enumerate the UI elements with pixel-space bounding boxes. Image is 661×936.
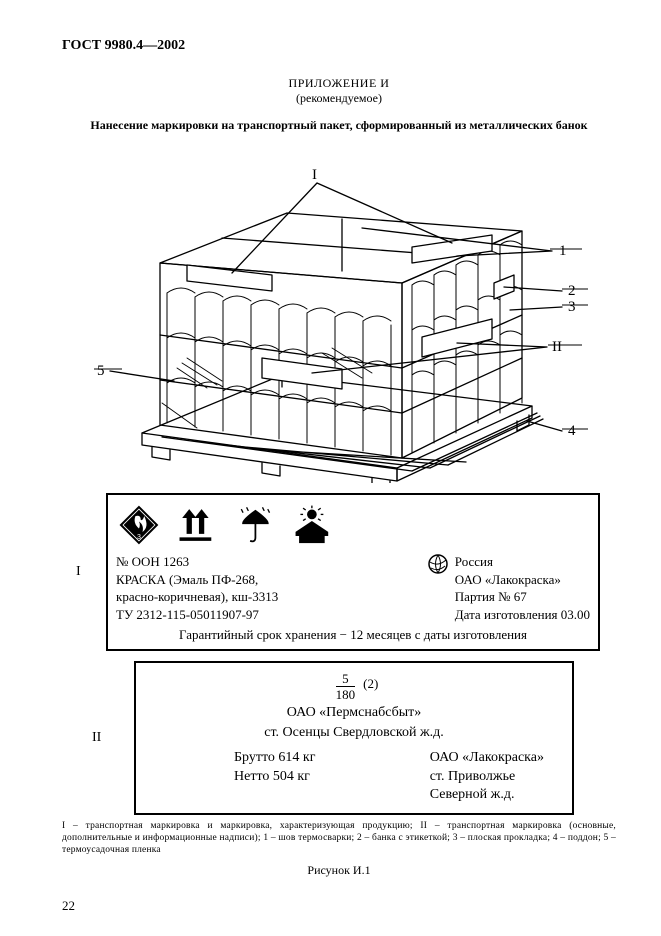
label1-warranty: Гарантийный срок хранения − 12 месяцев с… xyxy=(116,627,590,643)
callout-5: 5 xyxy=(97,363,105,379)
callout-2: 2 xyxy=(568,283,576,299)
frac-num: 5 xyxy=(336,672,355,687)
frac-paren: (2) xyxy=(363,676,378,691)
label2-sender: ОАО «Лакокраска» ст. Приволжье Северной … xyxy=(430,749,544,806)
label1-left: № ООН 1263 КРАСКА (Эмаль ПФ-268, красно-… xyxy=(116,553,278,623)
label2-netto: Нетто 504 кг xyxy=(234,768,315,787)
label2-weights: Брутто 614 кг Нетто 504 кг xyxy=(234,749,315,806)
label1-prod2: красно-коричневая), кш-3313 xyxy=(116,588,278,606)
appendix-title: ПРИЛОЖЕНИЕ И xyxy=(62,76,616,91)
label2-sender-st1: ст. Приволжье xyxy=(430,768,544,787)
gost-code: ГОСТ 9980.4—2002 xyxy=(62,38,616,54)
callout-3: 3 xyxy=(568,299,576,315)
callout-4: 4 xyxy=(568,423,576,439)
figure-label: Рисунок И.1 xyxy=(62,863,616,878)
page-number: 22 xyxy=(62,898,75,914)
label-box-1: I 3 xyxy=(106,493,600,651)
svg-text:3: 3 xyxy=(137,534,141,541)
caption-legend: I – транспортная маркировка и маркировка… xyxy=(62,821,616,857)
label2-consignee: ОАО «Пермснабсбыт» xyxy=(144,703,564,723)
appendix-subtitle: (рекомендуемое) xyxy=(62,91,616,106)
label1-prod1: КРАСКА (Эмаль ПФ-268, xyxy=(116,571,278,589)
label1-date: Дата изготовления 03.00 xyxy=(455,606,590,624)
callout-1: 1 xyxy=(559,243,567,259)
page: ГОСТ 9980.4—2002 ПРИЛОЖЕНИЕ И (рекоменду… xyxy=(0,0,661,936)
label1-right: Россия ОАО «Лакокраска» Партия № 67 Дата… xyxy=(427,553,590,623)
label1-country: Россия xyxy=(455,553,590,571)
label1-company: ОАО «Лакокраска» xyxy=(455,571,590,589)
figure-title: Нанесение маркировки на транспортный пак… xyxy=(62,118,616,133)
label1-side: I xyxy=(76,564,81,580)
hazard-symbols-row: 3 xyxy=(116,501,590,549)
frac-den: 180 xyxy=(330,688,362,702)
callout-I: I xyxy=(312,167,317,183)
label2-sender-name: ОАО «Лакокраска» xyxy=(430,749,544,768)
label2-station: ст. Осенцы Свердловской ж.д. xyxy=(144,723,564,743)
label2-sender-st2: Северной ж.д. xyxy=(430,786,544,805)
pallet-diagram: I 1 2 3 II 4 5 xyxy=(62,143,616,483)
label1-batch: Партия № 67 xyxy=(455,588,590,606)
globe-icon xyxy=(427,553,449,575)
label2-fraction: 5 180 (2) xyxy=(144,671,564,703)
label1-un: № ООН 1263 xyxy=(116,553,278,571)
label1-tu: ТУ 2312-115-05011907-97 xyxy=(116,606,278,624)
label2-brutto: Брутто 614 кг xyxy=(234,749,315,768)
callout-II: II xyxy=(552,339,562,355)
label2-side: II xyxy=(92,730,101,746)
label-box-2: II 5 180 (2) ОАО «Пермснабсбыт» ст. Осен… xyxy=(134,661,574,815)
